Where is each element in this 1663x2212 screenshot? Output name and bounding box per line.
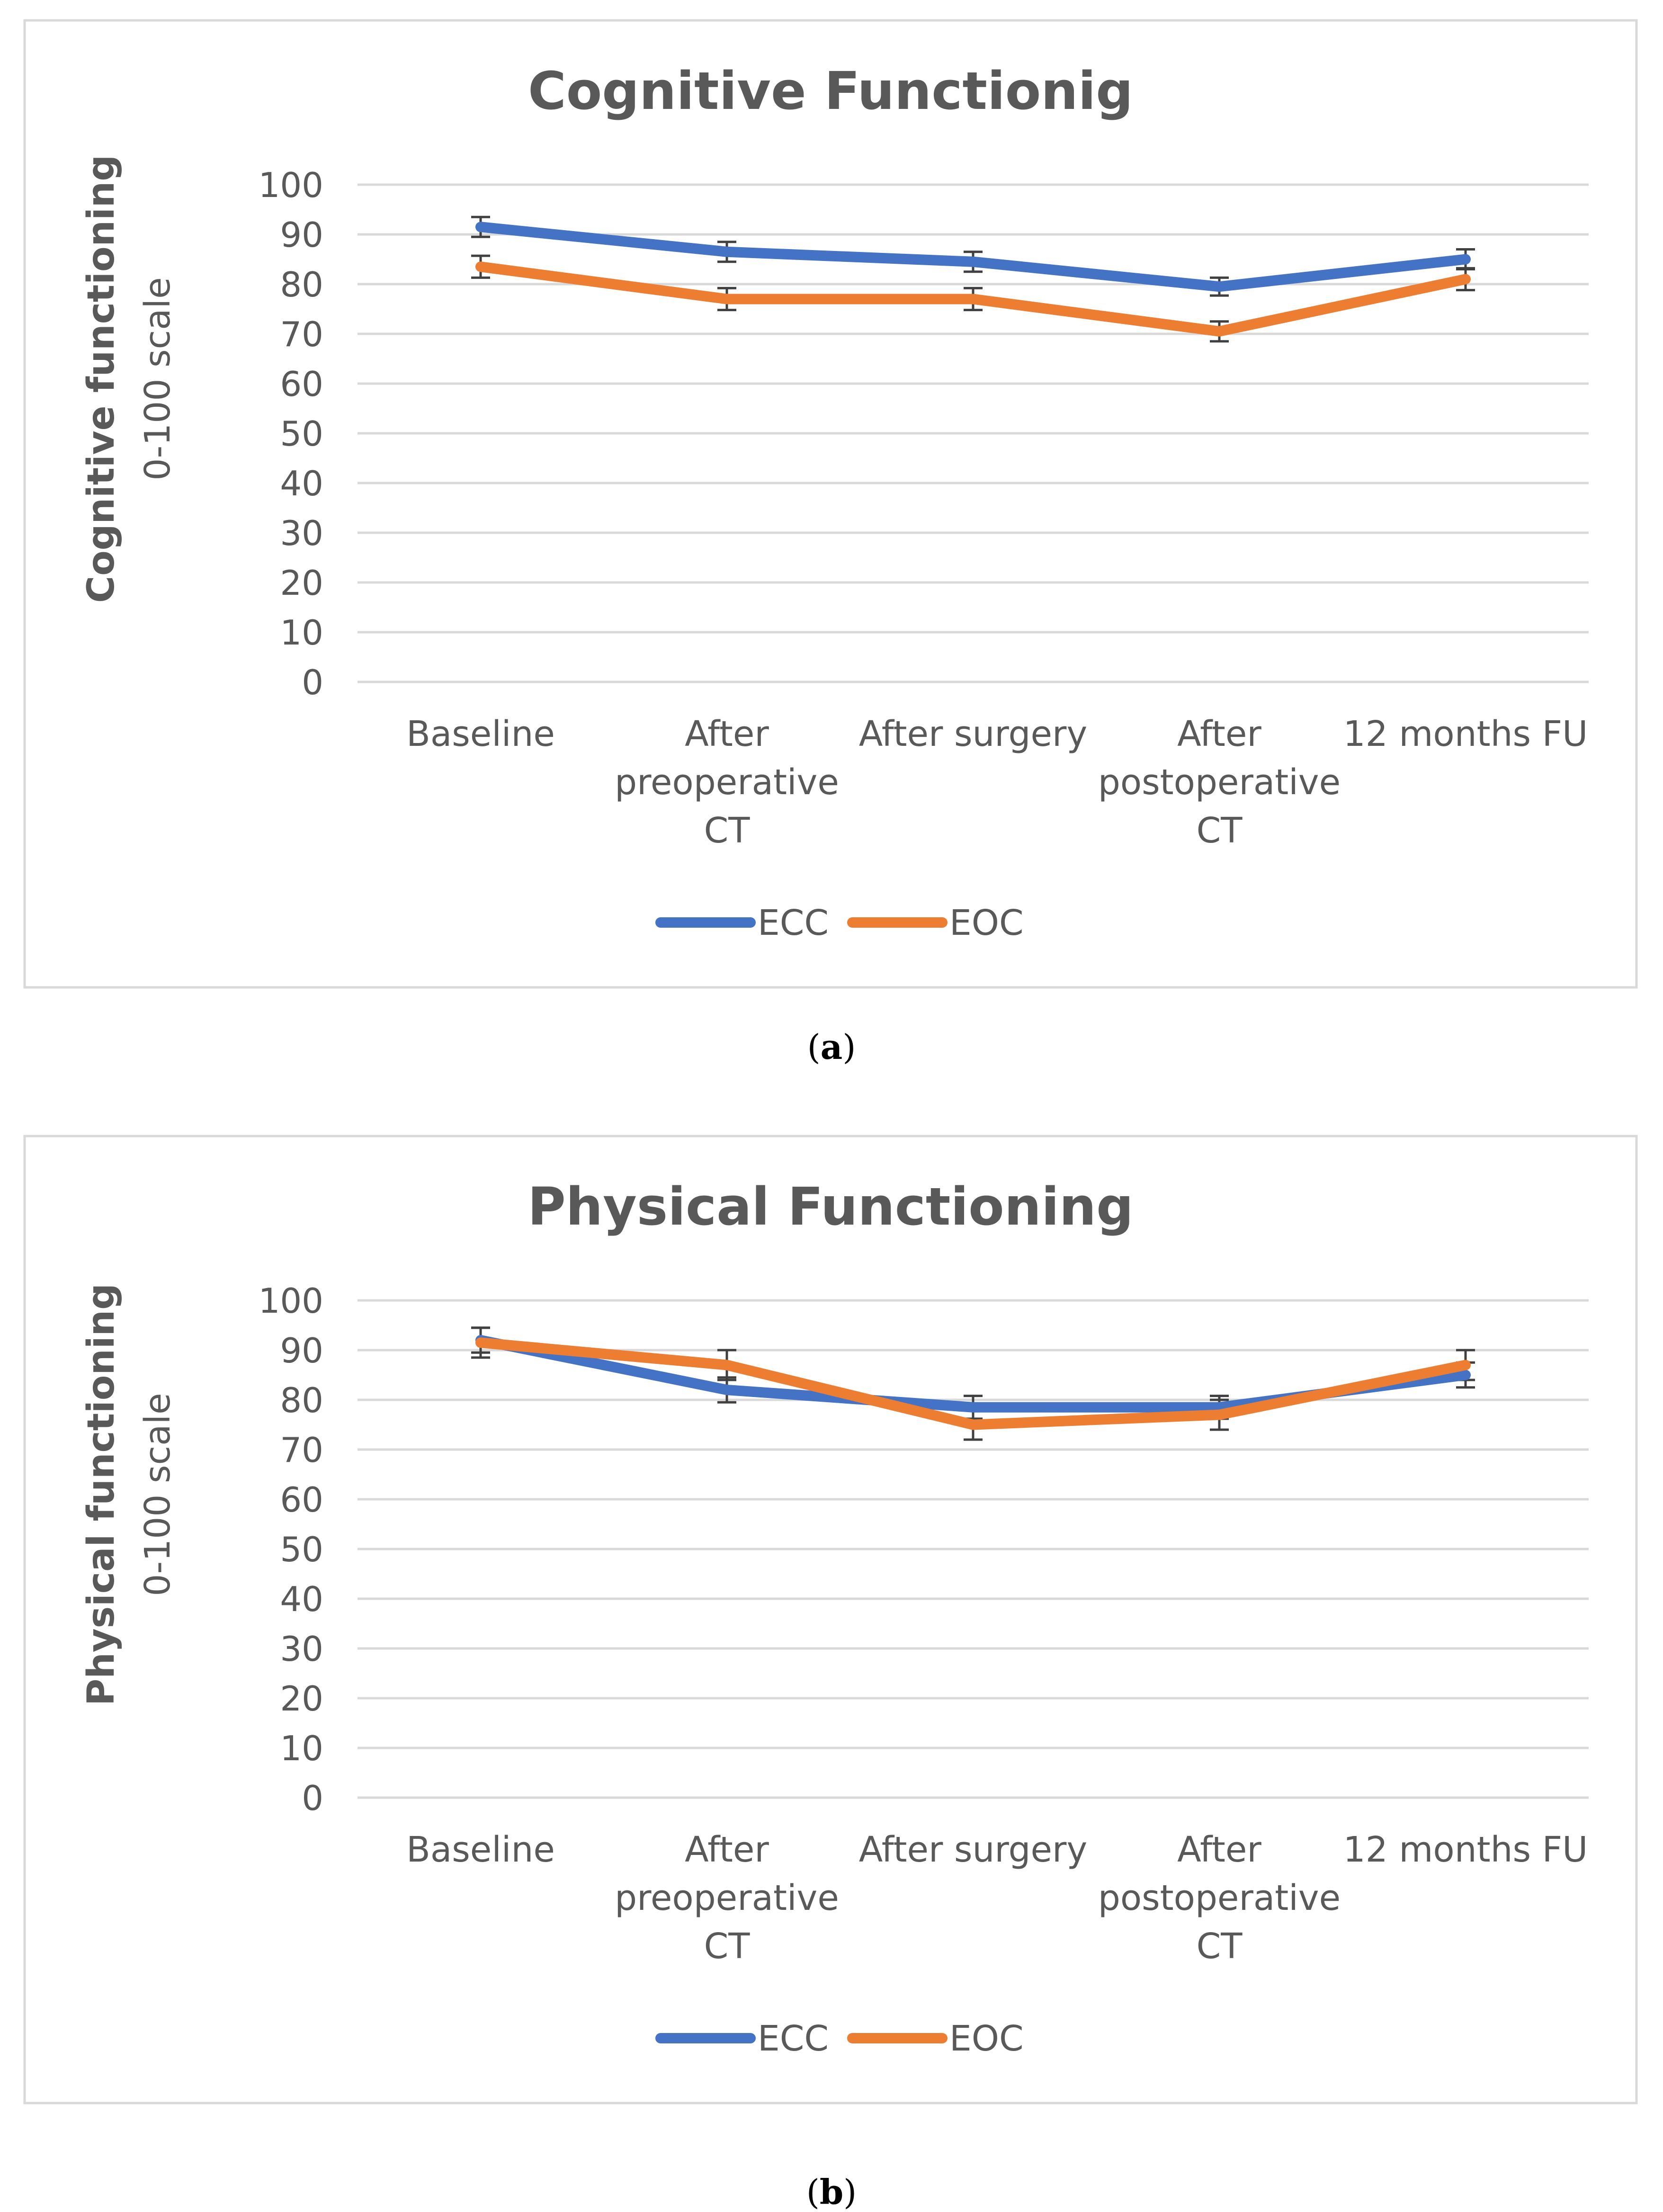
chart-title: Cognitive Functionig (528, 61, 1133, 121)
caption-open: ( (807, 1027, 821, 1067)
x-tick-labels: Baseline After preoperative CT After surgery… (406, 1829, 1588, 1967)
y-tick-label: 50 (280, 1530, 323, 1569)
x-tick-label: 12 months FU (1343, 1829, 1588, 1870)
caption-letter: a (820, 1027, 843, 1067)
y-axis-label: Cognitive functioning 0-100 scale (80, 155, 178, 603)
y-tick-labels: 0 10 20 30 40 50 60 70 80 90 100 (259, 1281, 323, 1818)
y-tick-label: 40 (280, 1579, 323, 1619)
chart-frame (23, 1135, 1638, 2105)
x-tick-label: postoperative (1098, 1878, 1341, 1918)
y-tick-label: 100 (259, 165, 323, 205)
cognitive-functioning-chart: Cognitive Functionig Cognitive functioni… (23, 19, 1638, 989)
y-axis-label-line1: Physical functioning (80, 1283, 123, 1706)
x-tick-labels: Baseline After preoperative CT After surgery… (406, 714, 1588, 851)
y-tick-label: 30 (280, 1629, 323, 1669)
x-tick-label: preoperative (615, 762, 839, 803)
series-line-eoc (475, 261, 1471, 337)
y-tick-label: 0 (302, 663, 323, 702)
y-axis-label-line2: 0-100 scale (137, 1393, 178, 1596)
panel-caption: (b) (0, 2172, 1663, 2212)
x-tick-label: postoperative (1098, 762, 1341, 803)
legend: ECC EOC (655, 903, 1024, 943)
legend-label-ecc: ECC (758, 903, 829, 943)
series-line-ecc (475, 222, 1471, 292)
y-tick-label: 20 (280, 563, 323, 603)
chart-panel-b: Physical Functioning Physical functionin… (0, 1116, 1663, 2212)
x-tick-label: After (1177, 714, 1261, 754)
x-tick-label: After (685, 714, 769, 754)
caption-open: ( (806, 2172, 820, 2212)
x-tick-label: After surgery (859, 714, 1088, 754)
y-tick-label: 90 (280, 1331, 323, 1370)
y-axis-label-line2: 0-100 scale (137, 277, 178, 480)
y-tick-label: 10 (280, 1728, 323, 1768)
legend-label-eoc: EOC (949, 903, 1024, 943)
caption-close: ) (842, 1027, 856, 1067)
x-tick-label: After surgery (859, 1829, 1088, 1870)
chart-frame (23, 19, 1638, 989)
x-tick-label: Baseline (406, 714, 555, 754)
y-tick-label: 50 (280, 414, 323, 454)
x-tick-label: CT (1197, 1926, 1243, 1967)
y-tick-label: 10 (280, 613, 323, 653)
y-axis-label: Physical functioning 0-100 scale (80, 1283, 178, 1706)
x-tick-label: CT (704, 1926, 751, 1967)
legend-label-eoc: EOC (949, 2018, 1024, 2059)
x-tick-label: Baseline (406, 1829, 555, 1870)
x-tick-label: After (685, 1829, 769, 1870)
y-tick-label: 70 (280, 314, 323, 354)
series-lines (475, 1335, 1471, 1430)
chart-title: Physical Functioning (528, 1176, 1134, 1237)
y-tick-label: 80 (280, 1380, 323, 1420)
y-tick-label: 70 (280, 1430, 323, 1470)
chart-panel-a: Cognitive Functionig Cognitive functioni… (0, 0, 1663, 1103)
series-lines (475, 222, 1471, 337)
y-axis-label-line1: Cognitive functioning (80, 155, 123, 603)
x-tick-label: 12 months FU (1343, 714, 1588, 754)
y-tick-label: 100 (259, 1281, 323, 1321)
panel-caption: (a) (0, 1027, 1663, 1067)
y-tick-label: 60 (280, 364, 323, 404)
y-tick-label: 30 (280, 513, 323, 553)
x-tick-label: preoperative (615, 1878, 839, 1918)
caption-letter: b (819, 2172, 844, 2212)
y-tick-label: 0 (302, 1778, 323, 1818)
x-tick-label: CT (1197, 810, 1243, 851)
x-tick-label: CT (704, 810, 751, 851)
physical-functioning-chart: Physical Functioning Physical functionin… (23, 1135, 1638, 2105)
y-tick-label: 80 (280, 265, 323, 304)
y-tick-label: 40 (280, 464, 323, 503)
y-tick-label: 20 (280, 1679, 323, 1719)
y-tick-labels: 0 10 20 30 40 50 60 70 80 90 100 (259, 165, 323, 702)
y-tick-label: 60 (280, 1480, 323, 1520)
gridlines (358, 183, 1589, 683)
y-tick-label: 90 (280, 215, 323, 255)
legend: ECC EOC (655, 2018, 1024, 2059)
x-tick-label: After (1177, 1829, 1261, 1870)
caption-close: ) (843, 2172, 857, 2212)
legend-label-ecc: ECC (758, 2018, 829, 2059)
series-line-eoc (475, 1337, 1471, 1430)
